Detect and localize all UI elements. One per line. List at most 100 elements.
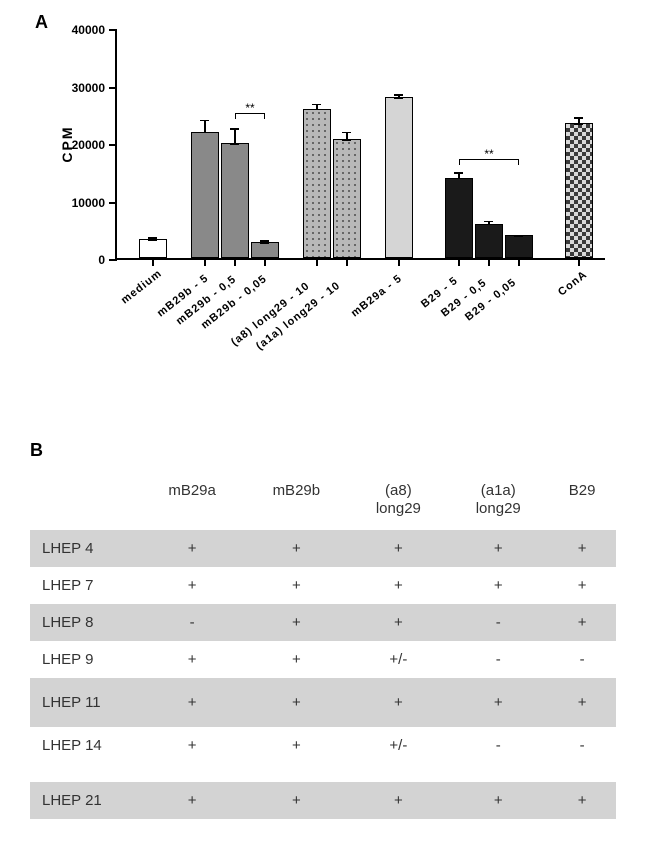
table-cell: + xyxy=(244,782,348,819)
table-cell: + xyxy=(140,567,244,604)
table-row: LHEP 14+++/--- xyxy=(30,727,616,764)
table-cell: + xyxy=(448,567,548,604)
table-column-header: (a1a)long29 xyxy=(448,470,548,530)
table-column-header: mB29a xyxy=(140,470,244,530)
bar xyxy=(303,109,331,259)
bar xyxy=(221,143,249,258)
table-cell: + xyxy=(448,782,548,819)
error-bar xyxy=(316,104,318,111)
bar xyxy=(139,239,167,258)
plot-area: CPM 010000200003000040000mediummB29b - 5… xyxy=(115,30,605,260)
y-tick-label: 0 xyxy=(55,253,105,267)
table-row: LHEP 21+++++ xyxy=(30,782,616,819)
table-column-header: B29 xyxy=(548,470,616,530)
table-cell: + xyxy=(348,604,448,641)
y-tick xyxy=(109,29,117,31)
table-cell: + xyxy=(348,678,448,727)
x-tick xyxy=(234,258,236,266)
x-tick xyxy=(152,258,154,266)
y-tick xyxy=(109,144,117,146)
table-cell: + xyxy=(448,530,548,567)
error-bar xyxy=(346,132,348,141)
table-cell: +/- xyxy=(348,641,448,678)
table-cell: + xyxy=(448,678,548,727)
x-tick xyxy=(316,258,318,266)
table-cell: + xyxy=(140,678,244,727)
panel-a-chart: CPM 010000200003000040000mediummB29b - 5… xyxy=(55,20,615,320)
panel-b-table: mB29amB29b(a8)long29(a1a)long29B29 LHEP … xyxy=(30,470,616,819)
bar xyxy=(251,242,279,258)
table-cell: - xyxy=(140,604,244,641)
bar xyxy=(445,178,473,259)
bar xyxy=(385,97,413,258)
error-bar xyxy=(578,117,580,124)
y-tick-label: 10000 xyxy=(55,196,105,210)
table-cell: + xyxy=(244,530,348,567)
bar xyxy=(191,132,219,259)
panel-b-label: B xyxy=(30,440,43,461)
table-row: LHEP 9+++/--- xyxy=(30,641,616,678)
error-bar xyxy=(488,221,490,226)
table-cell: + xyxy=(244,604,348,641)
table-cell: + xyxy=(140,782,244,819)
x-tick xyxy=(264,258,266,266)
x-tick xyxy=(204,258,206,266)
y-tick-label: 40000 xyxy=(55,23,105,37)
table-cell: + xyxy=(548,604,616,641)
y-tick-label: 30000 xyxy=(55,81,105,95)
x-tick xyxy=(458,258,460,266)
y-tick xyxy=(109,87,117,89)
table-cell: + xyxy=(548,782,616,819)
y-tick xyxy=(109,202,117,204)
table-cell: + xyxy=(140,727,244,764)
x-tick xyxy=(488,258,490,266)
row-label: LHEP 14 xyxy=(30,727,140,764)
table-cell: - xyxy=(548,727,616,764)
significance-marker: ** xyxy=(235,101,265,119)
bar xyxy=(333,139,361,258)
x-tick xyxy=(578,258,580,266)
table-cell: + xyxy=(548,530,616,567)
table-header: mB29amB29b(a8)long29(a1a)long29B29 xyxy=(30,470,616,530)
significance-marker: ** xyxy=(459,147,519,165)
x-tick xyxy=(398,258,400,266)
error-bar xyxy=(152,237,154,241)
table-cell: + xyxy=(348,567,448,604)
table-row: LHEP 8-++-+ xyxy=(30,604,616,641)
row-label: LHEP 7 xyxy=(30,567,140,604)
error-bar xyxy=(264,240,266,244)
row-label: LHEP 4 xyxy=(30,530,140,567)
bar xyxy=(475,224,503,259)
y-tick-label: 20000 xyxy=(55,138,105,152)
table-row: LHEP 11+++++ xyxy=(30,678,616,727)
table-cell: - xyxy=(448,727,548,764)
bar xyxy=(565,123,593,258)
table-cell: + xyxy=(244,727,348,764)
row-label: LHEP 9 xyxy=(30,641,140,678)
error-bar xyxy=(234,128,236,145)
row-label: LHEP 21 xyxy=(30,782,140,819)
table-cell: - xyxy=(448,641,548,678)
table-row: LHEP 4+++++ xyxy=(30,530,616,567)
table-cell: + xyxy=(244,678,348,727)
table-cell: + xyxy=(548,678,616,727)
x-tick-label: medium xyxy=(119,267,164,306)
error-bar xyxy=(398,94,400,99)
panel-a-label: A xyxy=(35,12,48,33)
table-column-header: mB29b xyxy=(244,470,348,530)
table-body: LHEP 4+++++LHEP 7+++++LHEP 8-++-+LHEP 9+… xyxy=(30,530,616,819)
y-tick xyxy=(109,259,117,261)
x-tick xyxy=(518,258,520,266)
table-cell: + xyxy=(348,530,448,567)
bar xyxy=(505,235,533,258)
table-cell: + xyxy=(140,530,244,567)
table-cell: + xyxy=(244,567,348,604)
x-tick-label: ConA xyxy=(556,268,590,298)
error-bar xyxy=(518,235,520,237)
error-bar xyxy=(204,120,206,134)
x-tick-label: mB29a - 5 xyxy=(349,272,404,319)
table-cell: + xyxy=(244,641,348,678)
table-cell: - xyxy=(548,641,616,678)
table-column-header xyxy=(30,470,140,530)
table-cell: + xyxy=(548,567,616,604)
